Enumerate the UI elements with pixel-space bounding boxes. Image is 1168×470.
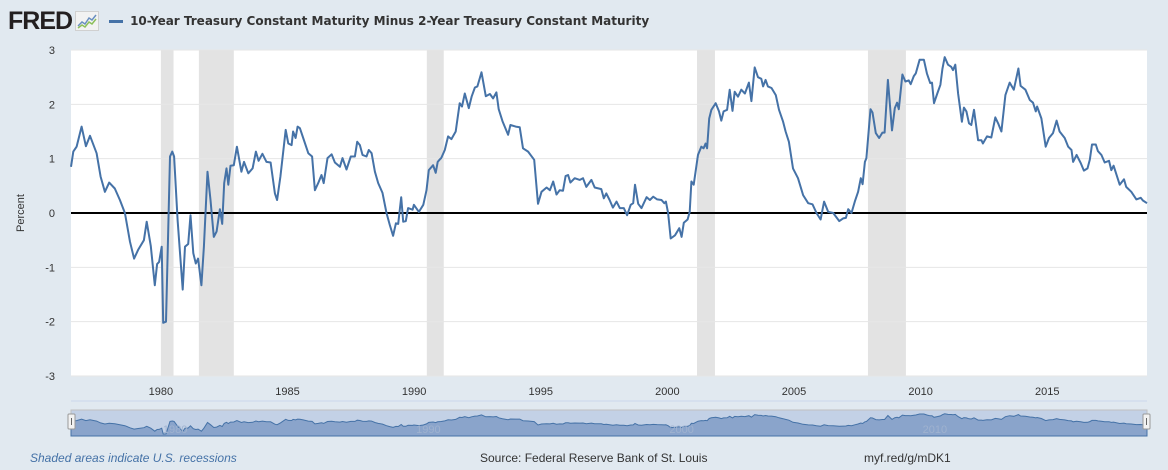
x-tick-label: 2010 — [908, 386, 932, 398]
x-tick-label: 2000 — [655, 386, 679, 398]
short-url[interactable]: myf.red/g/mDK1 — [864, 451, 951, 465]
y-tick-label: 0 — [49, 208, 55, 220]
x-tick-label: 1990 — [402, 386, 426, 398]
y-tick-label: 2 — [49, 99, 55, 111]
x-tick-label: 1985 — [275, 386, 299, 398]
y-tick-label: 3 — [49, 45, 55, 57]
navigator-series-area — [70, 413, 1148, 437]
y-tick-label: -3 — [45, 371, 55, 383]
y-tick-label: -1 — [45, 262, 55, 274]
fred-chart-logo-icon — [75, 11, 100, 31]
navigator-tick-label: 2010 — [923, 424, 947, 436]
navigator-tick-label: 1980 — [163, 424, 187, 436]
source-note: Source: Federal Reserve Bank of St. Loui… — [480, 451, 708, 465]
navigator-tick-label: 1990 — [416, 424, 440, 436]
y-tick-label: -2 — [45, 317, 55, 329]
legend-line-swatch — [109, 19, 124, 23]
x-tick-label: 1980 — [149, 386, 173, 398]
fred-logo[interactable]: FRED — [8, 6, 73, 35]
x-tick-label: 2005 — [782, 386, 806, 398]
y-axis-title: Percent — [15, 194, 27, 232]
series-title[interactable]: 10-Year Treasury Constant Maturity Minus… — [130, 14, 650, 28]
chart-header: FRED 10-Year Treasury Constant Maturity … — [8, 6, 649, 36]
navigator-tick-label: 2000 — [669, 424, 693, 436]
series-line[interactable] — [70, 56, 1148, 324]
y-tick-label: 1 — [49, 154, 55, 166]
x-tick-label: 1995 — [529, 386, 553, 398]
recession-note: Shaded areas indicate U.S. recessions — [30, 451, 237, 465]
x-tick-label: 2015 — [1035, 386, 1059, 398]
